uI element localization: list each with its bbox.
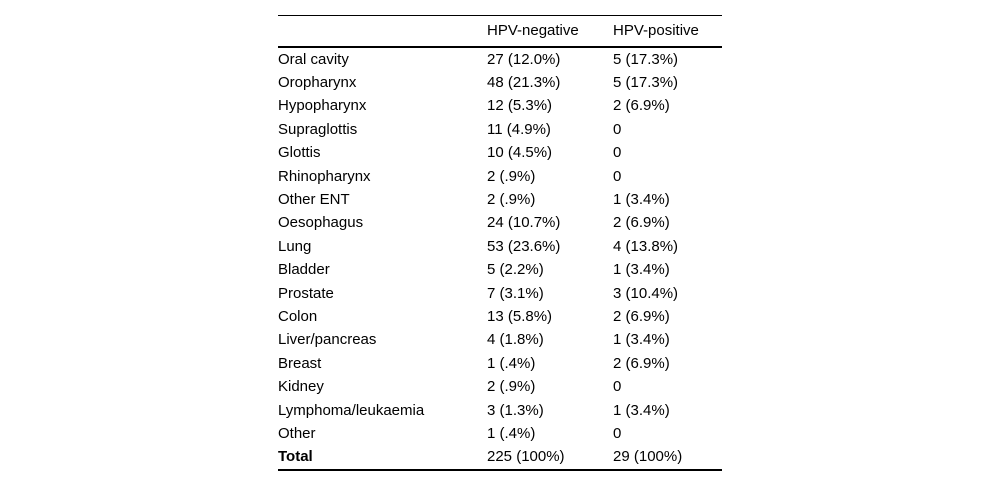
row-label: Hypopharynx	[278, 97, 367, 115]
hpv-negative-value: 1 (.4%)	[487, 424, 536, 442]
table-row: Lung 53 (23.6%) 4 (13.8%)	[278, 235, 722, 258]
hpv-negative-value: 11 (4.9%)	[487, 120, 551, 138]
hpv-positive-value: 2 (6.9%)	[613, 97, 670, 115]
hpv-positive-value: 2 (6.9%)	[613, 354, 670, 372]
hpv-negative-value: 3 (1.3%)	[487, 401, 544, 419]
total-label: Total	[278, 448, 313, 466]
hpv-positive-value: 2 (6.9%)	[613, 214, 670, 232]
hpv-negative-value: 13 (5.8%)	[487, 307, 553, 325]
table-row: Lymphoma/leukaemia 3 (1.3%) 1 (3.4%)	[278, 398, 722, 421]
column-header-hpv-negative: HPV-negative	[487, 15, 613, 48]
row-label: Bladder	[278, 261, 330, 279]
header-row: HPV-negative HPV-positive	[278, 15, 722, 48]
table-row: Oropharynx 48 (21.3%) 5 (17.3%)	[278, 71, 722, 94]
hpv-negative-value: 12 (5.3%)	[487, 97, 553, 115]
table-row: Liver/pancreas 4 (1.8%) 1 (3.4%)	[278, 328, 722, 351]
row-label: Other ENT	[278, 191, 350, 209]
row-label: Oesophagus	[278, 214, 364, 232]
table-row: Supraglottis 11 (4.9%) 0	[278, 118, 722, 141]
row-label: Kidney	[278, 378, 324, 396]
tumour-site-table-container: HPV-negative HPV-positive Oral cavity 27…	[278, 15, 722, 471]
hpv-negative-value: 27 (12.0%)	[487, 50, 561, 68]
row-label: Supraglottis	[278, 120, 358, 138]
total-hpv-negative-value: 225 (100%)	[487, 448, 565, 466]
table-row: Other ENT 2 (.9%) 1 (3.4%)	[278, 188, 722, 211]
hpv-negative-value: 48 (21.3%)	[487, 74, 561, 92]
total-hpv-positive-value: 29 (100%)	[613, 448, 683, 466]
table-row: Other 1 (.4%) 0	[278, 422, 722, 445]
hpv-negative-value: 1 (.4%)	[487, 354, 536, 372]
table-row: Colon 13 (5.8%) 2 (6.9%)	[278, 305, 722, 328]
row-label: Prostate	[278, 284, 334, 302]
hpv-negative-value: 2 (.9%)	[487, 191, 536, 209]
hpv-tumour-site-table: HPV-negative HPV-positive Oral cavity 27…	[278, 15, 722, 471]
hpv-positive-value: 0	[613, 144, 622, 162]
table-header: HPV-negative HPV-positive	[278, 15, 722, 48]
table-row: Oesophagus 24 (10.7%) 2 (6.9%)	[278, 211, 722, 234]
table-row: Bladder 5 (2.2%) 1 (3.4%)	[278, 258, 722, 281]
hpv-negative-value: 24 (10.7%)	[487, 214, 561, 232]
row-label: Liver/pancreas	[278, 331, 377, 349]
hpv-positive-value: 4 (13.8%)	[613, 237, 679, 255]
hpv-positive-value: 1 (3.4%)	[613, 401, 670, 419]
row-label: Lymphoma/leukaemia	[278, 401, 425, 419]
table-body: Oral cavity 27 (12.0%) 5 (17.3%) Orophar…	[278, 47, 722, 470]
hpv-positive-value: 1 (3.4%)	[613, 331, 670, 349]
table-row: Rhinopharynx 2 (.9%) 0	[278, 164, 722, 187]
hpv-negative-value: 2 (.9%)	[487, 167, 536, 185]
column-header-site	[278, 15, 487, 48]
table-row: Prostate 7 (3.1%) 3 (10.4%)	[278, 281, 722, 304]
table-row: Oral cavity 27 (12.0%) 5 (17.3%)	[278, 47, 722, 71]
hpv-positive-value: 5 (17.3%)	[613, 74, 679, 92]
hpv-negative-value: 10 (4.5%)	[487, 144, 553, 162]
hpv-negative-value: 2 (.9%)	[487, 378, 536, 396]
hpv-positive-value: 0	[613, 424, 622, 442]
hpv-negative-value: 53 (23.6%)	[487, 237, 561, 255]
row-label: Glottis	[278, 144, 321, 162]
table-row: Kidney 2 (.9%) 0	[278, 375, 722, 398]
hpv-positive-value: 1 (3.4%)	[613, 261, 670, 279]
column-header-hpv-positive: HPV-positive	[613, 15, 722, 48]
hpv-positive-value: 0	[613, 378, 622, 396]
row-label: Oral cavity	[278, 50, 349, 68]
hpv-negative-value: 7 (3.1%)	[487, 284, 544, 302]
row-label: Rhinopharynx	[278, 167, 371, 185]
table-row: Hypopharynx 12 (5.3%) 2 (6.9%)	[278, 94, 722, 117]
hpv-negative-value: 4 (1.8%)	[487, 331, 544, 349]
table-row: Breast 1 (.4%) 2 (6.9%)	[278, 352, 722, 375]
hpv-positive-value: 0	[613, 120, 622, 138]
row-label: Colon	[278, 307, 318, 325]
row-label: Oropharynx	[278, 74, 357, 92]
hpv-positive-value: 2 (6.9%)	[613, 307, 670, 325]
hpv-positive-value: 1 (3.4%)	[613, 191, 670, 209]
total-row: Total 225 (100%) 29 (100%)	[278, 445, 722, 469]
row-label: Lung	[278, 237, 312, 255]
hpv-positive-value: 5 (17.3%)	[613, 50, 679, 68]
table-row: Glottis 10 (4.5%) 0	[278, 141, 722, 164]
hpv-negative-value: 5 (2.2%)	[487, 261, 544, 279]
row-label: Other	[278, 424, 316, 442]
hpv-positive-value: 0	[613, 167, 622, 185]
row-label: Breast	[278, 354, 322, 372]
hpv-positive-value: 3 (10.4%)	[613, 284, 679, 302]
